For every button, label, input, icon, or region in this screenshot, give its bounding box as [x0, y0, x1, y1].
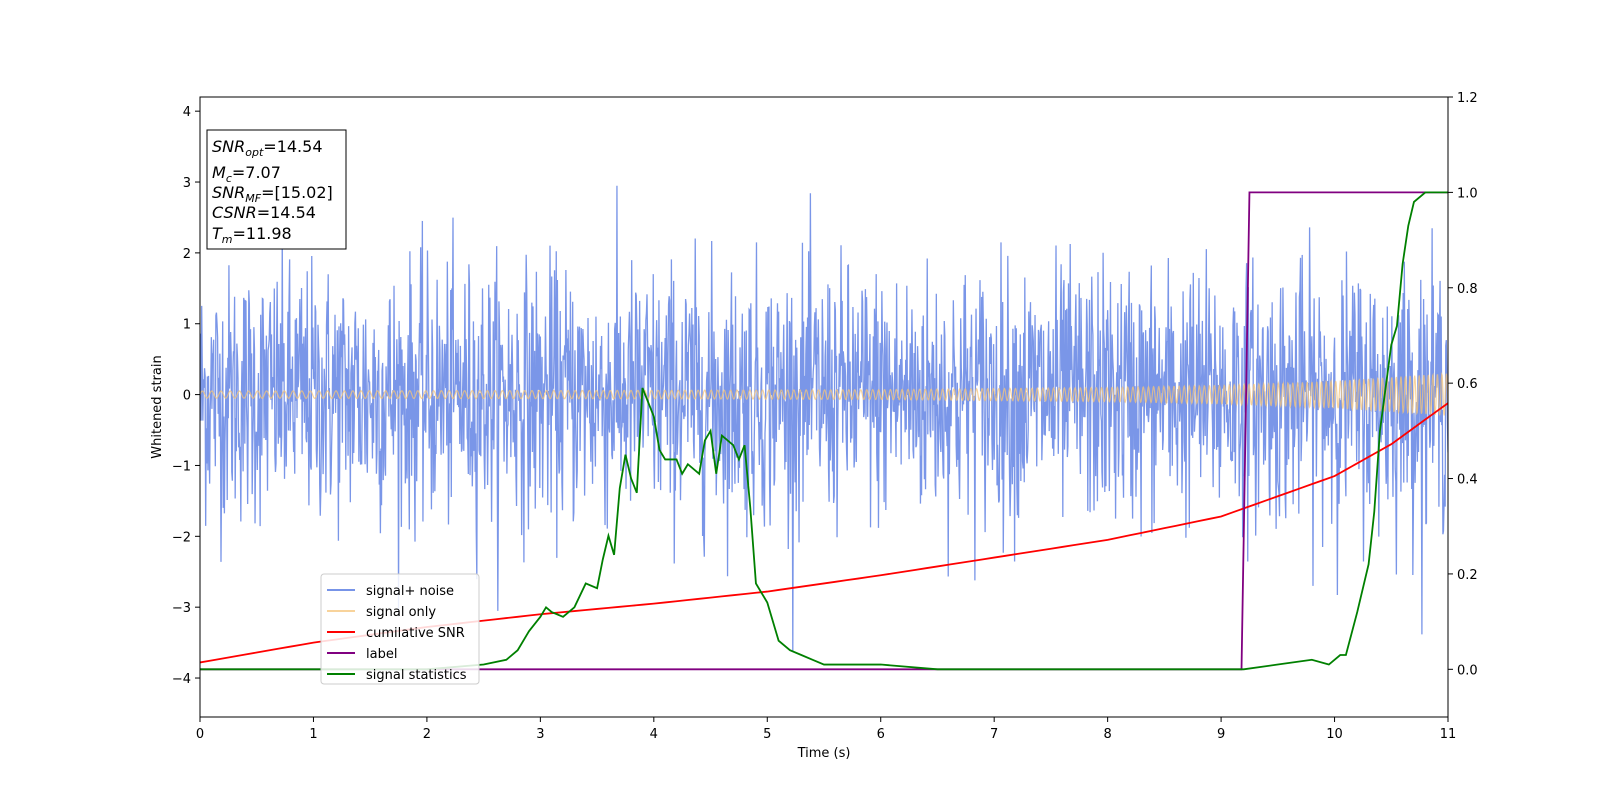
y-tick-label: −3	[172, 601, 191, 616]
x-tick-label: 9	[1217, 727, 1225, 742]
plot-frame	[199, 96, 1449, 718]
legend-frame	[320, 573, 480, 685]
y-tick-label: 1	[183, 318, 191, 333]
y-axis-right: 0.0 0.2 0.4 0.6 0.8 1.0 1.2	[1448, 91, 1478, 678]
x-tick-label: 7	[990, 727, 998, 742]
annotation-snr-opt: SNRopt=14.54	[212, 137, 323, 159]
y-tick-label: 4	[183, 105, 191, 120]
signal-noise-line	[200, 185, 1448, 652]
x-axis-label: Time (s)	[797, 746, 851, 761]
y2-tick-label: 0.6	[1457, 377, 1478, 392]
x-tick-label: 5	[763, 727, 771, 742]
legend: signal+ noise signal only cumilative SNR la…	[320, 573, 480, 685]
annotation-mc: Mc=7.07	[212, 163, 281, 185]
x-tick-label: 2	[423, 727, 431, 742]
y-tick-label: −2	[172, 530, 191, 545]
annotation-csnr: CSNR=14.54	[212, 203, 316, 222]
y2-tick-label: 0.4	[1457, 473, 1478, 488]
x-tick-label: 0	[196, 727, 204, 742]
y-tick-label: −1	[172, 459, 191, 474]
y-tick-label: 0	[183, 389, 191, 404]
y-axis-label: Whitened strain	[150, 355, 165, 458]
y-axis-left: −4 −3 −2 −1 0 1 2 3 4	[172, 105, 200, 687]
y2-tick-label: 0.8	[1457, 282, 1478, 297]
annotation-tm: Tm=11.98	[212, 224, 292, 246]
x-tick-label: 1	[309, 727, 317, 742]
stats-annotation-box: SNRopt=14.54 Mc=7.07 SNRMF=[15.02] CSNR=…	[206, 129, 347, 250]
x-axis: 0 1 2 3 4 5 6 7 8 9 10 11	[196, 717, 1456, 742]
y2-tick-label: 1.2	[1457, 91, 1478, 106]
signal-noise-series	[200, 185, 1448, 652]
legend-label: signal only	[366, 605, 436, 620]
x-tick-label: 11	[1440, 727, 1457, 742]
y-tick-label: 3	[183, 176, 191, 191]
signal-statistics-line	[200, 191, 1448, 671]
label-line	[200, 191, 1448, 671]
y2-tick-label: 0.2	[1457, 568, 1478, 583]
annotation-frame	[206, 129, 347, 250]
x-tick-label: 10	[1326, 727, 1343, 742]
legend-label: cumilative SNR	[366, 626, 465, 641]
signal-only-line	[200, 371, 1448, 416]
y-tick-label: −4	[172, 672, 191, 687]
x-tick-label: 8	[1103, 727, 1111, 742]
y-tick-label: 2	[183, 247, 191, 262]
legend-label: signal statistics	[366, 668, 467, 683]
legend-label: signal+ noise	[366, 584, 454, 599]
y2-tick-label: 0.0	[1457, 663, 1478, 678]
x-tick-label: 6	[877, 727, 885, 742]
annotation-snr-mf: SNRMF=[15.02]	[212, 183, 333, 205]
legend-label: label	[366, 647, 397, 662]
y2-tick-label: 1.0	[1457, 186, 1478, 201]
x-tick-label: 3	[536, 727, 544, 742]
x-tick-label: 4	[650, 727, 658, 742]
signal-only-series	[200, 371, 1448, 416]
